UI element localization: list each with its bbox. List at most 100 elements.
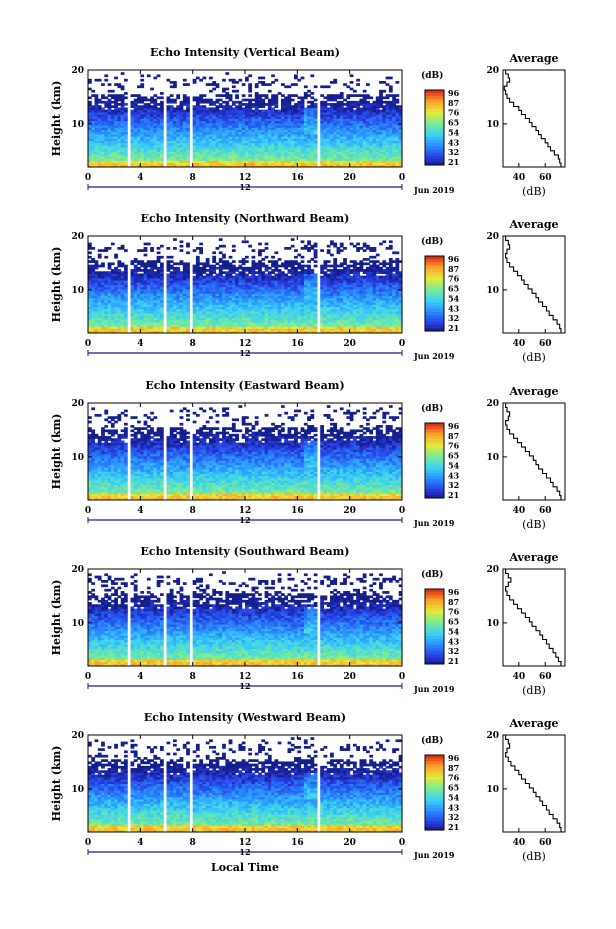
heatmap-cell: [284, 275, 289, 279]
heatmap-cell: [218, 140, 223, 144]
heatmap-cell: [123, 293, 128, 297]
heatmap-cell: [271, 315, 275, 319]
heatmap-cell: [274, 142, 279, 146]
heatmap-cell: [245, 255, 249, 259]
heatmap-cell: [186, 262, 190, 266]
heatmap-cell: [248, 74, 253, 78]
heatmap-cell: [182, 147, 187, 150]
heatmap-cell: [179, 127, 184, 131]
heatmap-cell: [251, 147, 256, 150]
heatmap-cell: [215, 266, 220, 270]
heatmap-cell: [264, 321, 269, 325]
heatmap-cell: [225, 302, 230, 305]
heatmap-cell: [179, 321, 184, 325]
heatmap-cell: [133, 321, 138, 325]
heatmap-cell: [153, 330, 158, 334]
heatmap-cell: [366, 162, 370, 166]
heatmap-cell: [150, 122, 154, 126]
heatmap-cell: [277, 310, 282, 314]
heatmap-cell: [264, 313, 269, 316]
heatmap-cell: [159, 96, 164, 100]
heatmap-cell: [110, 162, 115, 166]
heatmap-cell: [91, 125, 96, 128]
heatmap-cell: [88, 147, 92, 150]
heatmap-cell: [251, 109, 256, 113]
heatmap-cell: [88, 105, 92, 108]
heatmap-cell: [176, 109, 181, 113]
heatmap-cell: [166, 293, 171, 297]
heatmap-cell: [133, 111, 138, 115]
heatmap-cell: [222, 299, 226, 303]
heatmap-cell: [290, 315, 295, 319]
heatmap-cell: [114, 76, 118, 80]
heatmap-cell: [159, 144, 164, 148]
heatmap-cell: [287, 271, 292, 274]
heatmap-cell: [303, 131, 308, 135]
heatmap-cell: [248, 328, 253, 332]
heatmap-cell: [271, 81, 275, 84]
heatmap-cell: [258, 118, 262, 122]
heatmap-cell: [290, 118, 295, 122]
heatmap-cell: [297, 116, 302, 119]
heatmap-cell: [284, 319, 289, 323]
heatmap-cell: [91, 313, 96, 316]
heatmap-cell: [313, 116, 318, 119]
heatmap-cell: [258, 299, 262, 303]
heatmap-cell: [192, 326, 197, 330]
heatmap-cell: [395, 100, 400, 104]
heatmap-cell: [97, 277, 102, 281]
heatmap-cell: [300, 149, 305, 153]
heatmap-cell: [336, 107, 341, 111]
heatmap-cell: [91, 140, 96, 144]
heatmap-cell: [107, 321, 112, 325]
heatmap-cell: [290, 153, 295, 157]
heatmap-cell: [137, 164, 141, 168]
heatmap-cell: [166, 306, 171, 310]
heatmap-cell: [352, 147, 357, 150]
heatmap-cell: [173, 127, 177, 131]
heatmap-cell: [287, 107, 292, 111]
heatmap-cell: [169, 147, 174, 150]
heatmap-cell: [176, 122, 181, 126]
heatmap-cell: [245, 293, 249, 297]
heatmap-cell: [195, 160, 200, 164]
heatmap-cell: [231, 153, 236, 157]
heatmap-cell: [186, 308, 190, 312]
heatmap-cell: [173, 293, 177, 297]
heatmap-cell: [88, 155, 92, 159]
heatmap-cell: [290, 326, 295, 330]
heatmap-cell: [107, 149, 112, 153]
heatmap-cell: [251, 271, 256, 274]
heatmap-cell: [287, 153, 292, 157]
heatmap-cell: [186, 273, 190, 277]
heatmap-cell: [222, 255, 226, 259]
heatmap-cell: [169, 94, 174, 97]
heatmap-cell: [375, 127, 380, 131]
heatmap-cell: [156, 158, 161, 161]
heatmap-cell: [179, 291, 184, 294]
heatmap-cell: [280, 142, 285, 146]
heatmap-cell: [137, 118, 141, 122]
heatmap-cell: [88, 313, 92, 316]
heatmap-cell: [123, 160, 128, 164]
heatmap-cell: [176, 282, 181, 285]
heatmap-cell: [388, 105, 393, 108]
heatmap-cell: [209, 136, 213, 139]
heatmap-cell: [120, 247, 125, 250]
heatmap-cell: [297, 125, 302, 128]
heatmap-cell: [359, 129, 364, 133]
heatmap-cell: [179, 304, 184, 308]
heatmap-cell: [117, 317, 122, 321]
heatmap-cell: [290, 142, 295, 146]
heatmap-cell: [143, 155, 148, 159]
heatmap-cell: [356, 147, 360, 150]
heatmap-cell: [352, 114, 357, 117]
heatmap-cell: [123, 164, 128, 168]
heatmap-cell: [339, 155, 344, 159]
heatmap-cell: [182, 275, 187, 279]
heatmap-cell: [140, 269, 145, 272]
heatmap-cell: [362, 162, 367, 166]
heatmap-cell: [215, 275, 220, 279]
heatmap-cell: [290, 105, 295, 108]
heatmap-cell: [186, 118, 190, 122]
